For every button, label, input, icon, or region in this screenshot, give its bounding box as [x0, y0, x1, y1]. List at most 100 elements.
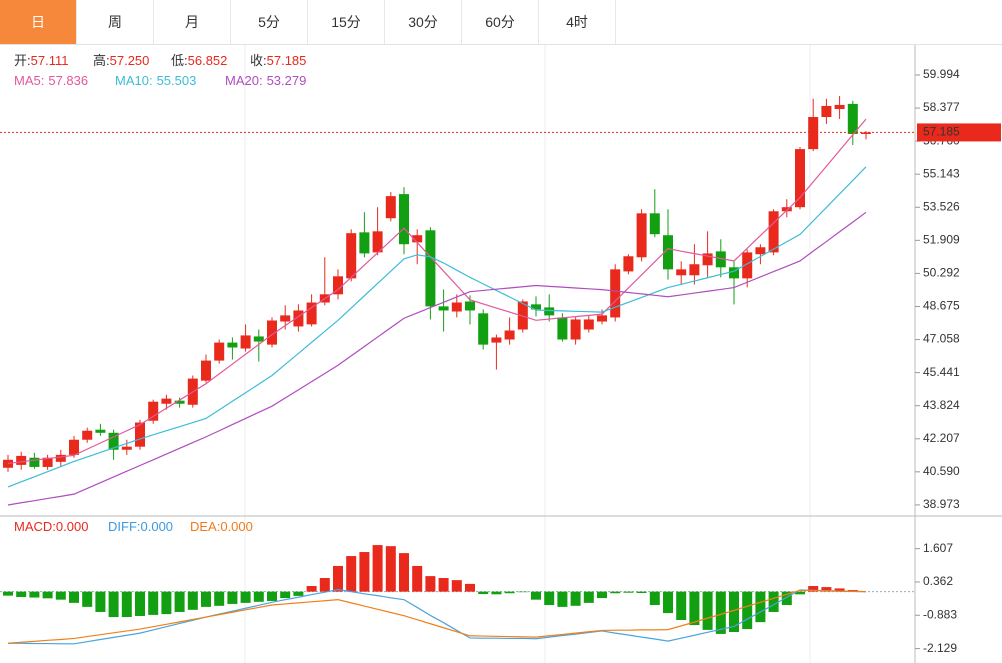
- candle-body: [148, 401, 159, 421]
- info-name: 开:: [14, 53, 31, 68]
- candle-body: [755, 247, 766, 255]
- y-tick-label: 51.909: [923, 233, 960, 247]
- candle-body: [847, 103, 858, 134]
- candle-body: [280, 315, 291, 322]
- tab[interactable]: 日: [0, 0, 77, 44]
- candle-body: [82, 430, 93, 440]
- candle-body: [412, 235, 423, 243]
- candle-body: [781, 207, 792, 212]
- candle-body: [346, 233, 357, 279]
- candle-body: [333, 276, 343, 295]
- macd-bar: [29, 591, 40, 598]
- candle-body: [293, 310, 304, 327]
- y-tick-label: 38.973: [923, 497, 960, 511]
- tab[interactable]: 4时: [539, 0, 616, 44]
- candle-body: [491, 337, 502, 343]
- tab[interactable]: 月: [154, 0, 231, 44]
- ma-legend: MA5: 57.836: [14, 73, 88, 88]
- macd-bar: [649, 591, 660, 606]
- candle-body: [689, 264, 700, 276]
- ma-line: [7, 118, 867, 465]
- macd-bar: [465, 583, 475, 592]
- tab[interactable]: 周: [77, 0, 154, 44]
- macd-bar: [636, 591, 647, 593]
- info-item: DEA:0.000: [190, 519, 253, 534]
- macd-bar: [504, 591, 515, 594]
- info-value: 57.111: [31, 53, 69, 68]
- y-tick-label: 53.526: [923, 199, 960, 213]
- info-value: 56.852: [188, 53, 228, 68]
- macd-bar: [689, 591, 700, 626]
- macd-bar: [768, 591, 779, 612]
- tab[interactable]: 15分: [308, 0, 385, 44]
- macd-bar: [253, 591, 264, 602]
- y-tick-label: 40.590: [923, 464, 960, 478]
- y-tick-label: 50.292: [923, 266, 960, 280]
- candle-body: [610, 269, 621, 318]
- y-tick-label: 47.058: [923, 332, 960, 346]
- macd-bar: [227, 591, 238, 604]
- info-item: 收:57.185: [250, 53, 306, 68]
- info-name: MACD:: [14, 519, 56, 534]
- candle-body: [425, 230, 436, 307]
- candle-body: [240, 335, 251, 349]
- macd-bar: [755, 591, 766, 623]
- candle-body: [702, 253, 713, 266]
- tab[interactable]: 5分: [231, 0, 308, 44]
- macd-bar: [557, 591, 568, 607]
- candle-body: [570, 319, 581, 340]
- ma-legend-name: MA5:: [14, 73, 44, 88]
- ma-legend-value: 53.279: [267, 73, 307, 88]
- candle-body: [504, 330, 515, 340]
- candle-body: [583, 319, 594, 330]
- candle-body: [729, 267, 739, 279]
- macd-bar: [82, 591, 93, 607]
- macd-bar: [399, 553, 409, 592]
- candle-body: [861, 132, 871, 134]
- macd-bar: [333, 565, 343, 592]
- macd-bar: [491, 591, 502, 595]
- macd-bar: [676, 591, 687, 620]
- macd-bar: [306, 586, 317, 592]
- candle-body: [478, 313, 489, 345]
- info-name: 高:: [93, 53, 110, 68]
- candle-body: [742, 252, 753, 279]
- macd-bar: [478, 591, 489, 595]
- macd-bar: [570, 591, 581, 606]
- macd-bar: [438, 577, 449, 592]
- ma-legend-value: 55.503: [157, 73, 197, 88]
- y-tick-label: 58.377: [923, 100, 960, 114]
- y-tick-label: 43.824: [923, 398, 960, 412]
- tab[interactable]: 30分: [385, 0, 462, 44]
- macd-bar: [55, 591, 66, 600]
- macd-bar: [42, 591, 53, 599]
- macd-bar: [267, 591, 277, 602]
- macd-bar: [808, 586, 819, 592]
- y-tick-label: 45.441: [923, 365, 960, 379]
- candle-body: [795, 149, 805, 208]
- candle-body: [69, 439, 79, 455]
- info-item: 低:56.852: [171, 53, 227, 68]
- candle-body: [399, 194, 409, 245]
- macd-bar: [280, 591, 291, 599]
- candle-body: [385, 196, 396, 219]
- info-item: 开:57.111: [14, 53, 68, 68]
- candle-body: [16, 455, 27, 465]
- period-tabs: 日 周 月 5分 15分 30分 60分 4时: [0, 0, 1002, 45]
- tab[interactable]: 60分: [462, 0, 539, 44]
- candle-body: [3, 459, 13, 468]
- info-value: 0.000: [220, 519, 253, 534]
- macd-bar: [583, 591, 594, 603]
- y-tick-label: 42.207: [923, 431, 960, 445]
- macd-bar: [201, 591, 211, 607]
- info-name: DEA:: [190, 519, 220, 534]
- info-item: MACD:0.000: [14, 519, 88, 534]
- candle-body: [108, 432, 119, 450]
- macd-bar: [174, 591, 185, 612]
- info-name: DIFF:: [108, 519, 141, 534]
- macd-bar: [69, 591, 79, 603]
- macd-bar: [16, 591, 27, 597]
- macd-bar: [121, 591, 132, 618]
- macd-bar: [372, 545, 383, 592]
